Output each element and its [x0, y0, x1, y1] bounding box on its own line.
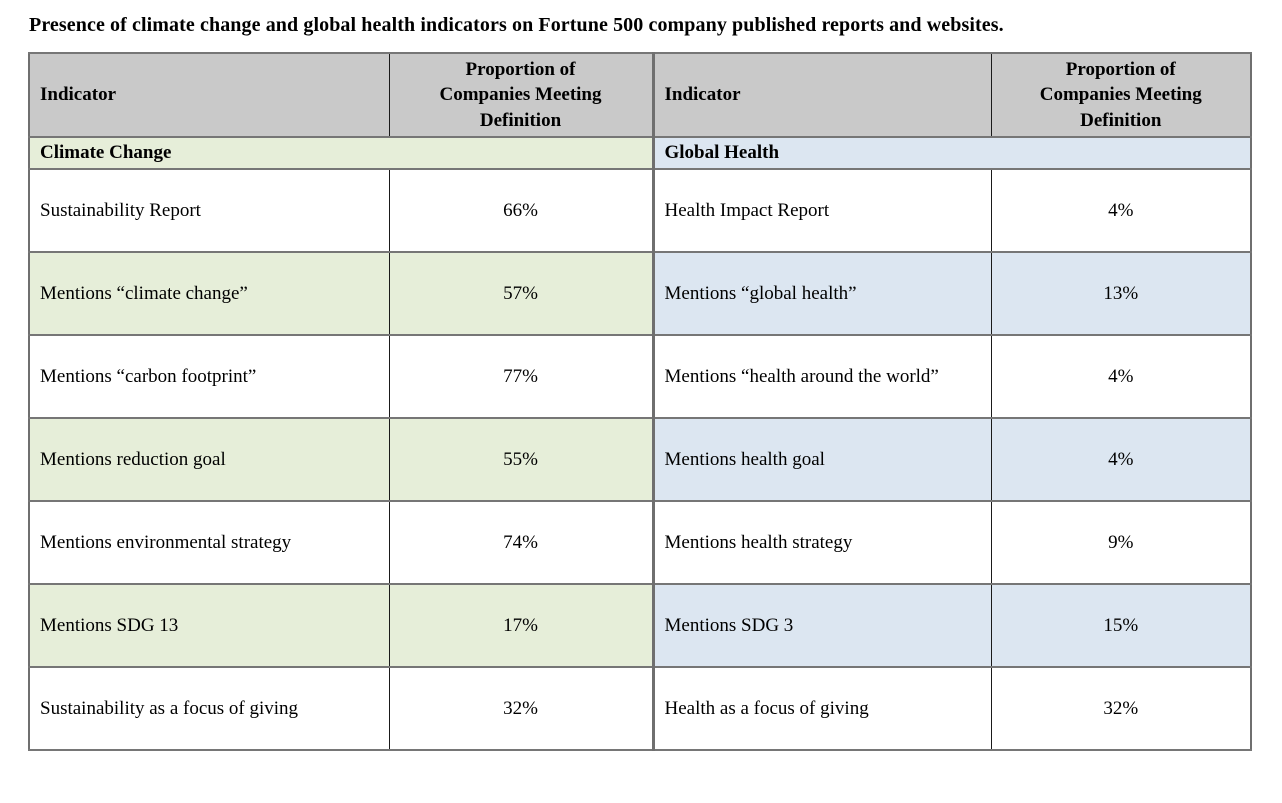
indicator-cell: Sustainability Report [28, 168, 390, 253]
value-cell: 9% [990, 500, 1252, 585]
column-header-indicator-right: Indicator [651, 52, 992, 138]
indicator-cell: Mentions “health around the world” [651, 334, 992, 419]
indicator-cell: Mentions health strategy [651, 500, 992, 585]
table-row: Mentions environmental strategy 74% Ment… [28, 500, 1252, 585]
value-cell: 57% [388, 251, 654, 336]
section-header-global-health: Global Health [651, 136, 1252, 170]
value-cell: 4% [990, 417, 1252, 502]
section-row: Climate Change Global Health [28, 136, 1252, 170]
indicator-cell: Sustainability as a focus of giving [28, 666, 390, 751]
value-cell: 4% [990, 334, 1252, 419]
value-cell: 4% [990, 168, 1252, 253]
table-row: Mentions “climate change” 57% Mentions “… [28, 251, 1252, 336]
indicator-cell: Mentions environmental strategy [28, 500, 390, 585]
table-row: Mentions SDG 13 17% Mentions SDG 3 15% [28, 583, 1252, 668]
value-cell: 66% [388, 168, 654, 253]
table-row: Mentions “carbon footprint” 77% Mentions… [28, 334, 1252, 419]
value-cell: 77% [388, 334, 654, 419]
indicator-cell: Mentions health goal [651, 417, 992, 502]
header-row: Indicator Proportion of Companies Meetin… [28, 52, 1252, 138]
indicator-cell: Mentions “global health” [651, 251, 992, 336]
value-cell: 55% [388, 417, 654, 502]
table-row: Sustainability as a focus of giving 32% … [28, 666, 1252, 751]
indicator-cell: Mentions reduction goal [28, 417, 390, 502]
value-cell: 15% [990, 583, 1252, 668]
value-cell: 17% [388, 583, 654, 668]
indicator-cell: Mentions “climate change” [28, 251, 390, 336]
page: Presence of climate change and global he… [28, 14, 1252, 751]
value-cell: 74% [388, 500, 654, 585]
table-caption: Presence of climate change and global he… [29, 14, 1004, 36]
column-header-proportion-left: Proportion of Companies Meeting Definiti… [388, 52, 654, 138]
value-cell: 32% [388, 666, 654, 751]
indicators-table: Indicator Proportion of Companies Meetin… [28, 52, 1252, 751]
column-header-indicator-left: Indicator [28, 52, 390, 138]
indicator-cell: Mentions SDG 13 [28, 583, 390, 668]
section-header-climate-change: Climate Change [28, 136, 654, 170]
table-row: Sustainability Report 66% Health Impact … [28, 168, 1252, 253]
indicator-cell: Mentions SDG 3 [651, 583, 992, 668]
table-row: Mentions reduction goal 55% Mentions hea… [28, 417, 1252, 502]
column-header-proportion-right: Proportion of Companies Meeting Definiti… [990, 52, 1252, 138]
indicator-cell: Health Impact Report [651, 168, 992, 253]
indicator-cell: Mentions “carbon footprint” [28, 334, 390, 419]
value-cell: 32% [990, 666, 1252, 751]
value-cell: 13% [990, 251, 1252, 336]
indicator-cell: Health as a focus of giving [651, 666, 992, 751]
